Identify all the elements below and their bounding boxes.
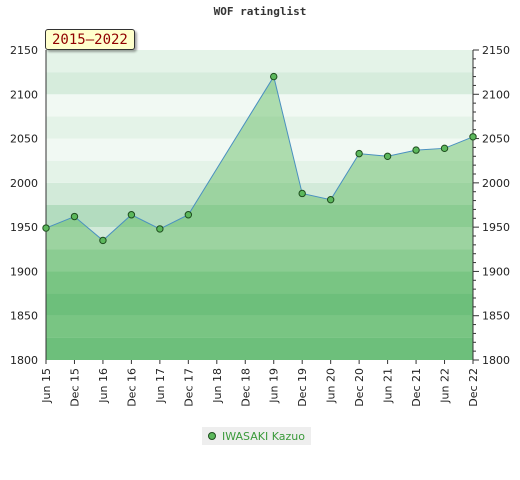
x-tick-label: Jun 16 bbox=[97, 368, 110, 404]
y-tick-label-left: 1850 bbox=[10, 310, 38, 323]
x-tick-label: Jun 15 bbox=[40, 368, 53, 404]
y-tick-label-left: 2100 bbox=[10, 88, 38, 101]
grid-band bbox=[46, 205, 473, 228]
y-tick-label-right: 2100 bbox=[482, 88, 510, 101]
y-tick-label-left: 1900 bbox=[10, 265, 38, 278]
data-point[interactable] bbox=[326, 195, 335, 204]
x-tick-label: Jun 19 bbox=[268, 368, 281, 404]
x-tick-label: Dec 17 bbox=[182, 368, 195, 407]
legend-marker-icon bbox=[208, 432, 216, 440]
grid-band bbox=[46, 271, 473, 294]
x-tick-label: Dec 18 bbox=[239, 368, 252, 407]
x-tick-label: Jun 22 bbox=[439, 368, 452, 404]
y-tick-label-left: 2150 bbox=[10, 44, 38, 57]
grid-band bbox=[46, 160, 473, 183]
x-tick-label: Jun 20 bbox=[325, 368, 338, 404]
y-tick-label-right: 1850 bbox=[482, 310, 510, 323]
x-tick-label: Jun 21 bbox=[382, 368, 395, 404]
data-point[interactable] bbox=[42, 224, 50, 232]
data-point[interactable] bbox=[156, 225, 164, 233]
x-tick-label: Dec 16 bbox=[125, 368, 138, 407]
period-badge: 2015–2022 bbox=[45, 29, 135, 50]
grid-band bbox=[46, 249, 473, 272]
grid-band bbox=[46, 72, 473, 95]
grid-band bbox=[46, 337, 473, 360]
data-point[interactable] bbox=[412, 146, 420, 154]
data-point[interactable] bbox=[355, 149, 363, 158]
y-tick-label-right: 2050 bbox=[482, 133, 510, 146]
grid-band bbox=[46, 315, 473, 338]
y-tick-label-right: 1800 bbox=[482, 354, 510, 367]
grid-band bbox=[46, 293, 473, 316]
series-area bbox=[46, 76, 473, 361]
x-tick-label: Dec 22 bbox=[467, 368, 480, 407]
data-point[interactable] bbox=[298, 189, 306, 198]
y-tick-label-left: 1950 bbox=[10, 221, 38, 234]
y-tick-label-left: 2000 bbox=[10, 177, 38, 190]
grid-band bbox=[46, 227, 473, 250]
legend-label: IWASAKI Kazuo bbox=[222, 429, 305, 443]
data-point[interactable] bbox=[383, 152, 392, 160]
y-tick-label-left: 2050 bbox=[10, 133, 38, 146]
x-tick-label: Dec 20 bbox=[353, 368, 366, 407]
y-tick-label-right: 2150 bbox=[482, 44, 510, 57]
x-tick-label: Dec 21 bbox=[410, 368, 423, 407]
grid-band bbox=[46, 138, 473, 161]
y-tick-label-right: 1950 bbox=[482, 221, 510, 234]
data-point[interactable] bbox=[70, 212, 79, 221]
data-point[interactable] bbox=[469, 133, 477, 141]
y-tick-label-right: 1900 bbox=[482, 265, 510, 278]
grid-band bbox=[46, 94, 473, 117]
grid-band bbox=[46, 50, 473, 73]
grid-band bbox=[46, 116, 473, 139]
series-line bbox=[45, 75, 474, 242]
data-point[interactable] bbox=[440, 144, 449, 153]
chart-title: WOF ratinglist bbox=[213, 5, 307, 18]
data-point[interactable] bbox=[184, 211, 193, 219]
legend[interactable]: IWASAKI Kazuo bbox=[202, 427, 311, 445]
x-tick-label: Jun 18 bbox=[211, 368, 224, 404]
grid-band bbox=[46, 182, 473, 205]
y-tick-label-right: 2000 bbox=[482, 177, 510, 190]
x-tick-label: Jun 17 bbox=[154, 368, 167, 404]
data-point[interactable] bbox=[99, 236, 107, 245]
y-tick-label-left: 1800 bbox=[10, 354, 38, 367]
data-point[interactable] bbox=[127, 211, 136, 219]
data-point[interactable] bbox=[270, 72, 278, 81]
x-tick-label: Dec 15 bbox=[68, 368, 81, 407]
x-tick-label: Dec 19 bbox=[296, 368, 309, 407]
